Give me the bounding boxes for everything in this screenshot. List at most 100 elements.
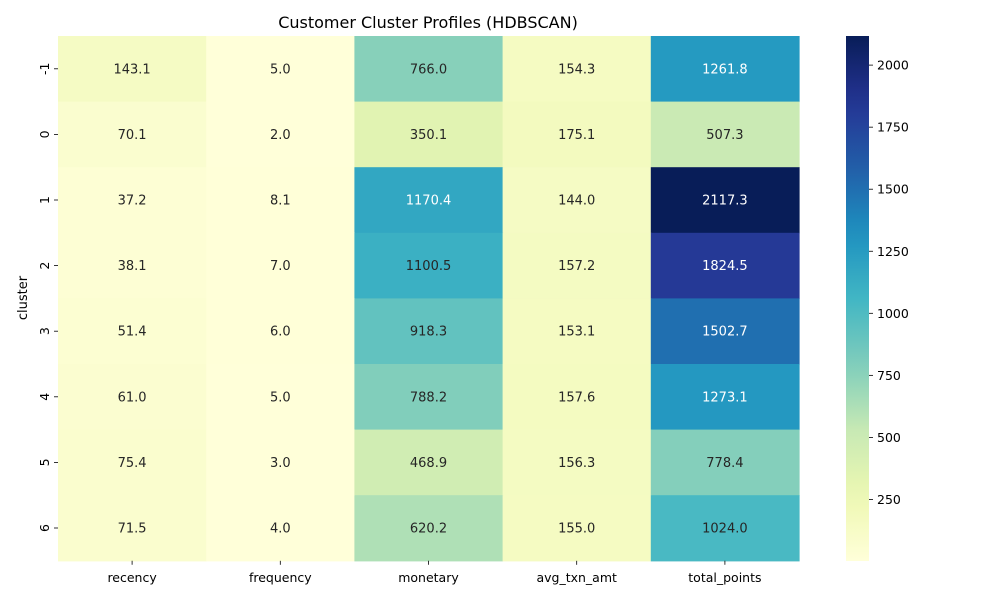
heatmap-cell-0-frequency (206, 101, 355, 168)
y-tick-label: 5 (37, 458, 52, 466)
heatmap-cell--1-frequency (206, 36, 355, 103)
cell-value-label: 1100.5 (406, 259, 452, 274)
heatmap-cell-0-monetary (354, 101, 504, 168)
cell-value-label: 157.6 (558, 390, 595, 405)
heatmap-cell-2-monetary (354, 232, 504, 299)
x-tick-label: frequency (249, 570, 312, 585)
x-tick-label: monetary (398, 570, 459, 585)
y-tick-label: 3 (37, 327, 52, 335)
heatmap-cell-6-monetary (354, 495, 504, 562)
colorbar-tick-label: 1500 (877, 182, 909, 197)
colorbar-tick-label: 250 (877, 492, 901, 507)
cell-value-label: 153.1 (558, 325, 595, 340)
heatmap-cell-4-recency (58, 364, 207, 431)
heatmap-cell-1-recency (58, 167, 207, 234)
cell-value-label: 157.2 (558, 259, 595, 274)
heatmap-cell-6-avg_txn_amt (502, 495, 652, 562)
cell-value-label: 778.4 (706, 456, 743, 471)
cell-value-label: 7.0 (270, 259, 291, 274)
heatmap-cell-labels: 143.1 5.0 766.0 154.3 1261.8 70.1 2.0 350.1 175.… (113, 62, 747, 536)
heatmap-cell--1-monetary (354, 36, 504, 103)
cell-value-label: 6.0 (270, 325, 291, 340)
cell-value-label: 4.0 (270, 522, 291, 537)
heatmap-cell-1-total_points (650, 167, 800, 234)
heatmap-cell-5-monetary (354, 429, 504, 496)
heatmap-cell-0-total_points (650, 101, 800, 168)
colorbar-tick-label: 500 (877, 430, 901, 445)
cell-value-label: 507.3 (706, 128, 743, 143)
heatmap-cell-1-frequency (206, 167, 355, 234)
heatmap-cell-6-recency (58, 495, 207, 562)
heatmap-cell-2-frequency (206, 232, 355, 299)
heatmap-cell-6-total_points (650, 495, 800, 562)
colorbar-tick-label: 2000 (877, 58, 909, 73)
heatmap-cell-6-frequency (206, 495, 355, 562)
heatmap-cell-2-recency (58, 232, 207, 299)
cell-value-label: 70.1 (118, 128, 147, 143)
heatmap-cell-3-recency (58, 298, 207, 365)
heatmap-cell-5-recency (58, 429, 207, 496)
colorbar-tick-label: 1250 (877, 244, 909, 259)
x-tick-label: total_points (688, 570, 761, 585)
cell-value-label: 3.0 (270, 456, 291, 471)
y-axis-title: cluster (16, 275, 31, 320)
y-tick-label: 2 (37, 262, 52, 270)
cell-value-label: 1273.1 (702, 390, 748, 405)
cell-value-label: 156.3 (558, 456, 595, 471)
heatmap-cell-4-avg_txn_amt (502, 364, 652, 431)
x-axis-ticks: recency frequency monetary avg_txn_amt total… (107, 560, 762, 585)
colorbar-tick-label: 1750 (877, 120, 909, 135)
y-axis-ticks: -1 0 1 2 3 4 5 6 (37, 63, 58, 532)
heatmap-cell--1-total_points (650, 36, 800, 103)
cell-value-label: 1261.8 (702, 62, 748, 77)
heatmap-cell-4-monetary (354, 364, 504, 431)
y-tick-label: 0 (37, 130, 52, 138)
heatmap-cell--1-recency (58, 36, 207, 103)
cell-value-label: 37.2 (118, 194, 147, 209)
heatmap-cell-0-avg_txn_amt (502, 101, 652, 168)
cell-value-label: 71.5 (118, 522, 147, 537)
cell-value-label: 788.2 (410, 390, 447, 405)
y-tick-label: 6 (37, 524, 52, 532)
heatmap-cell-1-avg_txn_amt (502, 167, 652, 234)
heatmap-cell-2-total_points (650, 232, 800, 299)
cell-value-label: 2.0 (270, 128, 291, 143)
colorbar: 250 500 750 1000 1250 1500 1750 2000 (846, 36, 909, 561)
heatmap-cell-5-frequency (206, 429, 355, 496)
heatmap-cell-4-frequency (206, 364, 355, 431)
cell-value-label: 51.4 (118, 325, 147, 340)
cell-value-label: 1024.0 (702, 522, 748, 537)
cell-value-label: 918.3 (410, 325, 447, 340)
colorbar-tick-label: 750 (877, 368, 901, 383)
colorbar-tick-label: 1000 (877, 306, 909, 321)
cell-value-label: 5.0 (270, 62, 291, 77)
colorbar-gradient (846, 36, 869, 561)
heatmap-cell-4-total_points (650, 364, 800, 431)
cell-value-label: 143.1 (113, 62, 150, 77)
heatmap-cell-5-total_points (650, 429, 800, 496)
heatmap-cell-3-avg_txn_amt (502, 298, 652, 365)
heatmap-cell--1-avg_txn_amt (502, 36, 652, 103)
cell-value-label: 38.1 (118, 259, 147, 274)
heatmap-cells (58, 36, 800, 562)
y-tick-label: 4 (37, 393, 52, 401)
heatmap-cell-3-monetary (354, 298, 504, 365)
cell-value-label: 620.2 (410, 522, 447, 537)
cell-value-label: 155.0 (558, 522, 595, 537)
cell-value-label: 8.1 (270, 194, 291, 209)
cell-value-label: 144.0 (558, 194, 595, 209)
cell-value-label: 61.0 (118, 390, 147, 405)
cell-value-label: 75.4 (118, 456, 147, 471)
heatmap-cell-3-total_points (650, 298, 800, 365)
cell-value-label: 154.3 (558, 62, 595, 77)
heatmap-cell-1-monetary (354, 167, 504, 234)
y-tick-label: 1 (37, 196, 52, 204)
x-tick-label: recency (107, 570, 157, 585)
heatmap-cell-0-recency (58, 101, 207, 168)
cell-value-label: 1502.7 (702, 325, 748, 340)
cell-value-label: 468.9 (410, 456, 447, 471)
heatmap-cell-3-frequency (206, 298, 355, 365)
chart-title: Customer Cluster Profiles (HDBSCAN) (278, 13, 578, 32)
